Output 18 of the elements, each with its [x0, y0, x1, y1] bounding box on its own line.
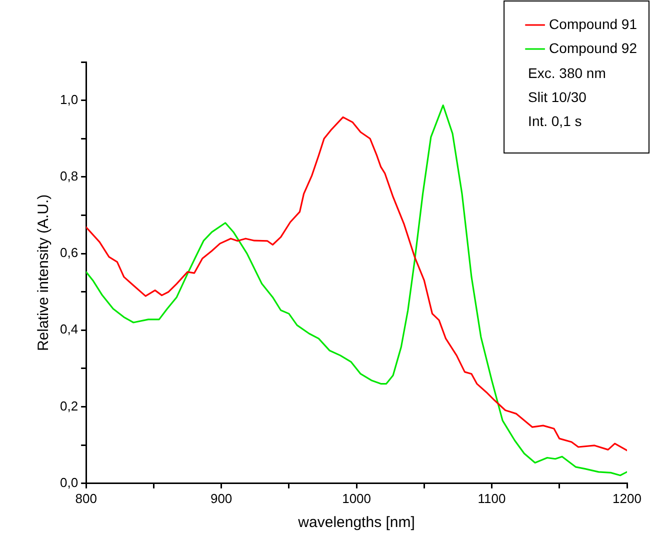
- x-tick-label: 1200: [612, 490, 642, 506]
- x-tick-label: 1100: [478, 490, 506, 506]
- y-tick-label: 1,0: [60, 92, 78, 107]
- y-tick-label: 0,4: [60, 322, 78, 337]
- x-tick-label: 800: [75, 490, 97, 506]
- y-tick-label: 0,8: [60, 168, 78, 184]
- x-axis-title: wavelengths [nm]: [297, 514, 415, 532]
- y-tick-label: 0,6: [60, 245, 78, 260]
- x-tick-label: 1000: [342, 490, 371, 506]
- legend-label: Compound 91: [549, 16, 638, 32]
- y-tick-label: 0,2: [60, 398, 78, 414]
- y-tick-label: 0,0: [60, 474, 78, 490]
- y-axis-title: Relative intensity (A.U.): [35, 194, 52, 352]
- x-tick-label: 900: [210, 490, 232, 506]
- annotation: Slit 10/30: [528, 88, 587, 105]
- annotation: Exc. 380 nm: [528, 64, 606, 81]
- legend-label: Compound 92: [549, 40, 638, 56]
- annotation: Int. 0,1 s: [528, 112, 582, 129]
